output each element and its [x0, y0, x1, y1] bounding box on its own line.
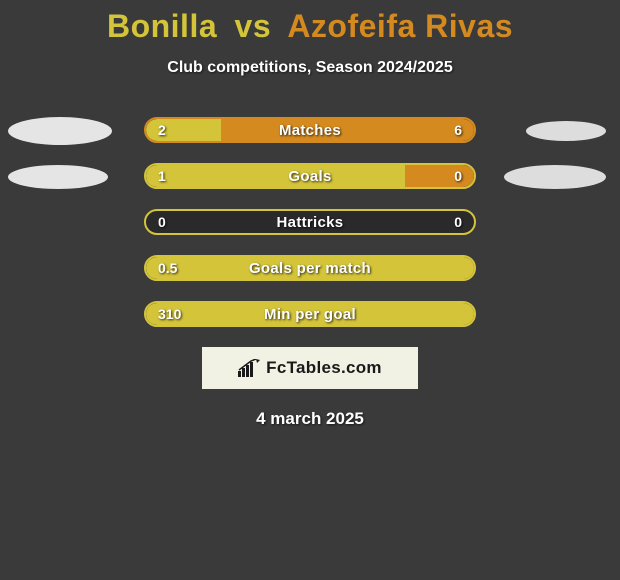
stat-label: Matches [146, 119, 474, 141]
comparison-title: Bonilla vs Azofeifa Rivas [0, 0, 620, 45]
vs-text: vs [235, 8, 272, 44]
player1-marker [8, 117, 112, 145]
player2-marker [504, 165, 606, 189]
stat-row: 310Min per goal [0, 301, 620, 327]
chart-icon [238, 359, 260, 377]
stat-bar: 310Min per goal [144, 301, 476, 327]
date-text: 4 march 2025 [0, 409, 620, 429]
player1-marker [8, 165, 108, 189]
player2-marker [526, 121, 606, 141]
stat-row: 00Hattricks [0, 209, 620, 235]
stat-bar: 10Goals [144, 163, 476, 189]
brand-text: FcTables.com [266, 358, 382, 378]
stat-label: Goals [146, 165, 474, 187]
stat-row: 10Goals [0, 163, 620, 189]
stat-row: 0.5Goals per match [0, 255, 620, 281]
stat-row: 26Matches [0, 117, 620, 143]
stats-area: 26Matches 10Goals 00Hattricks 0.5Goals per … [0, 117, 620, 327]
stat-bar: 00Hattricks [144, 209, 476, 235]
stat-label: Min per goal [146, 303, 474, 325]
player2-name: Azofeifa Rivas [287, 8, 513, 44]
stat-label: Goals per match [146, 257, 474, 279]
stat-bar: 26Matches [144, 117, 476, 143]
player1-name: Bonilla [107, 8, 217, 44]
subtitle: Club competitions, Season 2024/2025 [0, 59, 620, 77]
stat-label: Hattricks [146, 211, 474, 233]
brand-box[interactable]: FcTables.com [202, 347, 418, 389]
stat-bar: 0.5Goals per match [144, 255, 476, 281]
